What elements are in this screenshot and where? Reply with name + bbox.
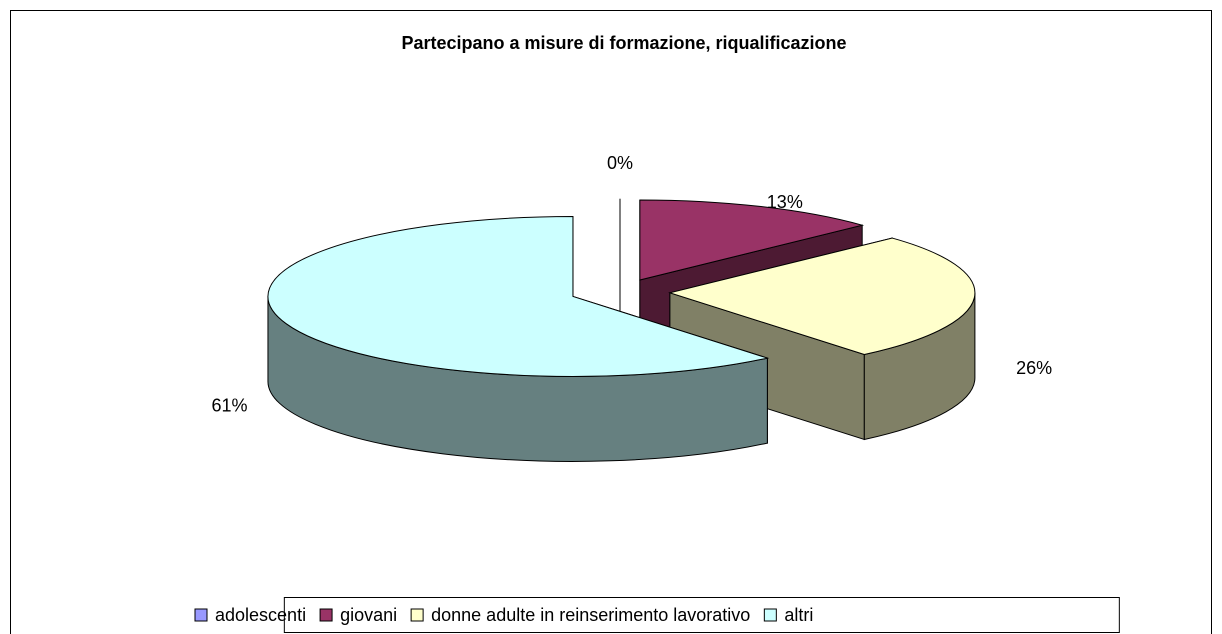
slice-top	[267, 215, 770, 377]
chart-title: Partecipano a misure di formazione, riqu…	[401, 33, 846, 53]
slice-top	[668, 237, 976, 355]
data-label: 26%	[1016, 358, 1052, 378]
legend-label: adolescenti	[215, 605, 306, 625]
legend-swatch	[194, 608, 208, 622]
legend-swatch	[763, 608, 777, 622]
legend-swatch	[410, 608, 424, 622]
legend-label: donne adulte in reinserimento lavorativo	[431, 605, 750, 625]
data-label: 0%	[607, 153, 633, 173]
legend-label: giovani	[340, 605, 397, 625]
legend-label: altri	[784, 605, 813, 625]
legend-swatch	[319, 608, 333, 622]
slice-top	[639, 199, 865, 281]
data-label: 61%	[212, 396, 248, 416]
data-label: 13%	[767, 192, 803, 212]
